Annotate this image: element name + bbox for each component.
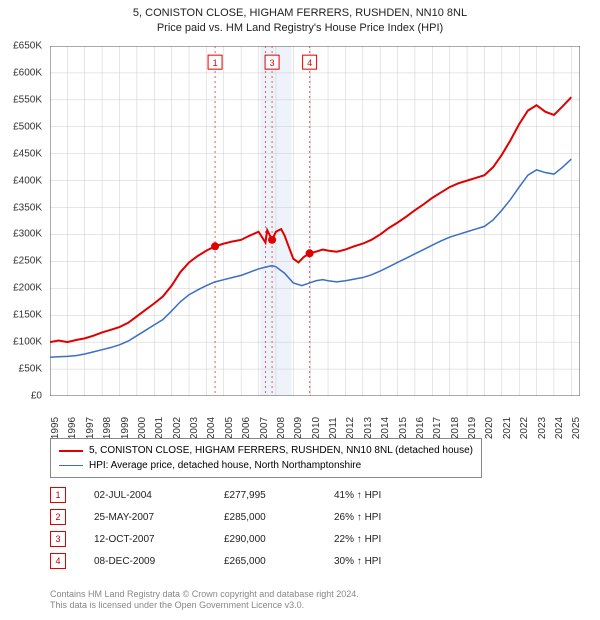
y-tick-label: £200K — [13, 283, 42, 294]
y-tick-label: £0 — [31, 391, 42, 402]
x-tick-label: 2004 — [206, 417, 217, 439]
y-tick-label: £300K — [13, 229, 42, 240]
y-tick-label: £100K — [13, 337, 42, 348]
x-tick-label: 2000 — [137, 417, 148, 439]
legend-label: HPI: Average price, detached house, Nort… — [89, 460, 361, 471]
y-tick-label: £250K — [13, 256, 42, 267]
x-tick-label: 2020 — [484, 417, 495, 439]
svg-text:3: 3 — [270, 58, 275, 68]
transaction-pct: 26% ↑ HPI — [334, 512, 434, 523]
y-tick-label: £50K — [19, 364, 42, 375]
x-tick-label: 2002 — [172, 417, 183, 439]
x-tick-label: 2018 — [450, 417, 461, 439]
x-tick-label: 2021 — [502, 417, 513, 439]
transaction-marker: 4 — [50, 553, 66, 569]
title-line-1: 5, CONISTON CLOSE, HIGHAM FERRERS, RUSHD… — [0, 6, 600, 21]
transaction-date: 08-DEC-2009 — [94, 556, 224, 567]
transaction-price: £277,995 — [224, 490, 334, 501]
legend-label: 5, CONISTON CLOSE, HIGHAM FERRERS, RUSHD… — [89, 445, 473, 456]
x-tick-label: 1997 — [85, 417, 96, 439]
x-tick-label: 2007 — [259, 417, 270, 439]
svg-text:4: 4 — [307, 58, 312, 68]
y-tick-label: £350K — [13, 202, 42, 213]
x-tick-label: 2023 — [537, 417, 548, 439]
x-tick-label: 2006 — [241, 417, 252, 439]
transaction-pct: 41% ↑ HPI — [334, 490, 434, 501]
x-tick-label: 2019 — [467, 417, 478, 439]
x-tick-label: 2003 — [189, 417, 200, 439]
legend-row: 5, CONISTON CLOSE, HIGHAM FERRERS, RUSHD… — [59, 443, 473, 458]
x-tick-label: 1995 — [50, 417, 61, 439]
transaction-marker: 1 — [50, 487, 66, 503]
x-tick-label: 2011 — [328, 417, 339, 439]
x-tick-label: 2017 — [432, 417, 443, 439]
x-tick-label: 2013 — [363, 417, 374, 439]
x-tick-label: 2014 — [380, 417, 391, 439]
legend-swatch — [59, 465, 83, 466]
title-line-2: Price paid vs. HM Land Registry's House … — [0, 21, 600, 36]
footer: Contains HM Land Registry data © Crown c… — [50, 589, 359, 612]
y-tick-label: £150K — [13, 310, 42, 321]
transaction-pct: 30% ↑ HPI — [334, 556, 434, 567]
x-tick-label: 2012 — [345, 417, 356, 439]
legend-swatch — [59, 450, 83, 452]
y-tick-label: £400K — [13, 175, 42, 186]
chart-container: 5, CONISTON CLOSE, HIGHAM FERRERS, RUSHD… — [0, 0, 600, 620]
y-tick-label: £650K — [13, 41, 42, 52]
x-axis-labels: 1995199619971998199920002001200220032004… — [50, 400, 580, 434]
chart-svg: 1 3 4 — [50, 46, 580, 396]
transaction-marker: 3 — [50, 531, 66, 547]
y-tick-label: £600K — [13, 67, 42, 78]
y-tick-label: £450K — [13, 148, 42, 159]
x-tick-label: 2015 — [398, 417, 409, 439]
x-tick-label: 2008 — [276, 417, 287, 439]
transaction-pct: 22% ↑ HPI — [334, 534, 434, 545]
x-tick-label: 2010 — [311, 417, 322, 439]
transaction-price: £290,000 — [224, 534, 334, 545]
transaction-date: 02-JUL-2004 — [94, 490, 224, 501]
legend-row: HPI: Average price, detached house, Nort… — [59, 458, 473, 473]
transaction-date: 25-MAY-2007 — [94, 512, 224, 523]
x-tick-label: 2025 — [571, 417, 582, 439]
x-tick-label: 1998 — [102, 417, 113, 439]
transactions-table: 1 02-JUL-2004£277,99541% ↑ HPI 2 25-MAY-200… — [50, 484, 434, 572]
footer-line-1: Contains HM Land Registry data © Crown c… — [50, 589, 359, 601]
title-block: 5, CONISTON CLOSE, HIGHAM FERRERS, RUSHD… — [0, 0, 600, 36]
x-tick-label: 2024 — [554, 417, 565, 439]
footer-line-2: This data is licensed under the Open Gov… — [50, 600, 359, 612]
x-tick-label: 2022 — [519, 417, 530, 439]
x-tick-label: 2005 — [224, 417, 235, 439]
transaction-price: £285,000 — [224, 512, 334, 523]
x-tick-label: 2016 — [415, 417, 426, 439]
y-tick-label: £550K — [13, 94, 42, 105]
transaction-marker: 2 — [50, 509, 66, 525]
transaction-row: 3 12-OCT-2007£290,00022% ↑ HPI — [50, 528, 434, 550]
transaction-row: 2 25-MAY-2007£285,00026% ↑ HPI — [50, 506, 434, 528]
y-tick-label: £500K — [13, 121, 42, 132]
x-tick-label: 1999 — [120, 417, 131, 439]
legend-box: 5, CONISTON CLOSE, HIGHAM FERRERS, RUSHD… — [50, 438, 482, 478]
transaction-date: 12-OCT-2007 — [94, 534, 224, 545]
x-tick-label: 1996 — [67, 417, 78, 439]
transaction-row: 1 02-JUL-2004£277,99541% ↑ HPI — [50, 484, 434, 506]
x-tick-label: 2009 — [293, 417, 304, 439]
x-tick-label: 2001 — [154, 417, 165, 439]
y-axis-labels: £0£50K£100K£150K£200K£250K£300K£350K£400… — [0, 46, 46, 396]
transaction-row: 4 08-DEC-2009£265,00030% ↑ HPI — [50, 550, 434, 572]
svg-text:1: 1 — [213, 58, 218, 68]
transaction-price: £265,000 — [224, 556, 334, 567]
chart-plot-area: 1 3 4 — [50, 46, 580, 396]
